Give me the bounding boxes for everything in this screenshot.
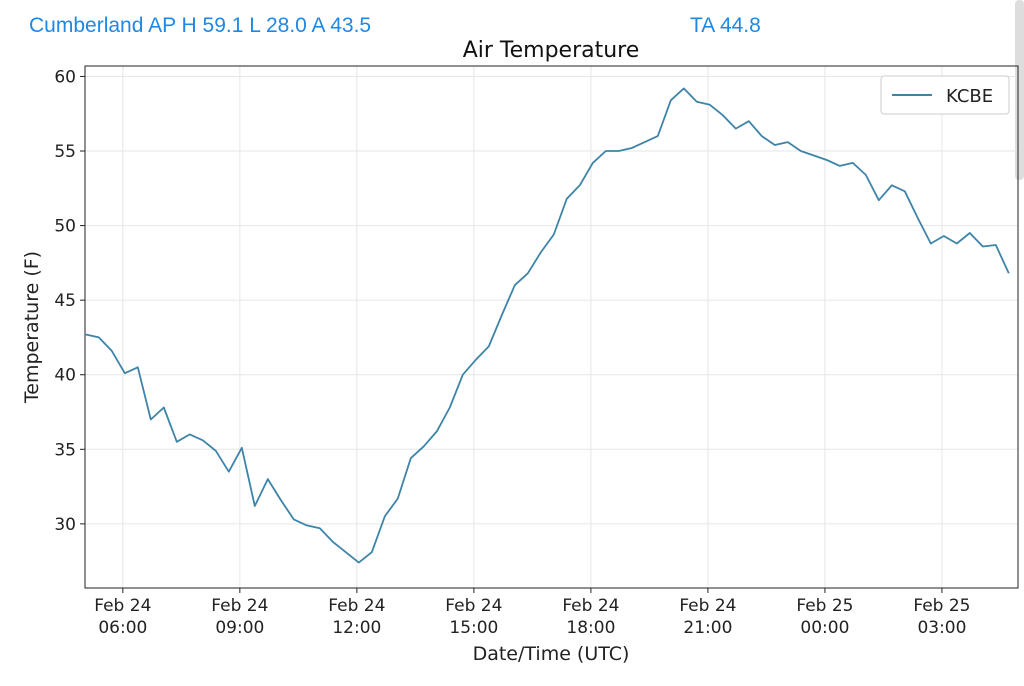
legend: KCBE: [880, 75, 1010, 115]
y-ticks: 30 35 40 45 50 55 60: [54, 67, 85, 535]
scrollbar[interactable]: [1015, 0, 1024, 180]
x-tick-date: Feb 25: [913, 596, 970, 616]
x-tick-date: Feb 24: [679, 596, 736, 616]
ta-value: TA 44.8: [690, 14, 761, 37]
x-tick-date: Feb 24: [328, 596, 385, 616]
x-tick-time: 09:00: [215, 618, 264, 638]
x-tick-time: 21:00: [683, 618, 732, 638]
y-tick-label: 40: [54, 366, 76, 386]
chart-title: Air Temperature: [463, 38, 640, 63]
x-tick-time: 18:00: [566, 618, 615, 638]
x-tick-date: Feb 25: [796, 596, 853, 616]
grid: [85, 66, 1018, 588]
x-tick-time: 06:00: [98, 618, 147, 638]
x-tick-date: Feb 24: [211, 596, 268, 616]
y-tick-label: 35: [54, 440, 76, 460]
series-line-kcbe: [85, 87, 1010, 564]
y-tick-label: 55: [54, 142, 76, 162]
x-tick-time: 15:00: [449, 618, 498, 638]
x-tick-time: 12:00: [332, 618, 381, 638]
legend-label: KCBE: [946, 86, 993, 107]
station-summary: Cumberland AP H 59.1 L 28.0 A 43.5: [29, 14, 372, 37]
y-axis-label: Temperature (F): [21, 251, 43, 404]
y-tick-label: 45: [54, 291, 76, 311]
y-tick-label: 60: [54, 67, 76, 87]
x-tick-time: 00:00: [800, 618, 849, 638]
x-tick-date: Feb 24: [445, 596, 502, 616]
x-tick-time: 03:00: [917, 618, 966, 638]
y-tick-label: 50: [54, 217, 76, 237]
x-axis-label: Date/Time (UTC): [473, 643, 630, 665]
x-tick-date: Feb 24: [94, 596, 151, 616]
plot-frame: [84, 65, 1019, 589]
y-tick-label: 30: [54, 515, 76, 535]
legend-box: [880, 75, 1010, 115]
x-tick-date: Feb 24: [562, 596, 619, 616]
